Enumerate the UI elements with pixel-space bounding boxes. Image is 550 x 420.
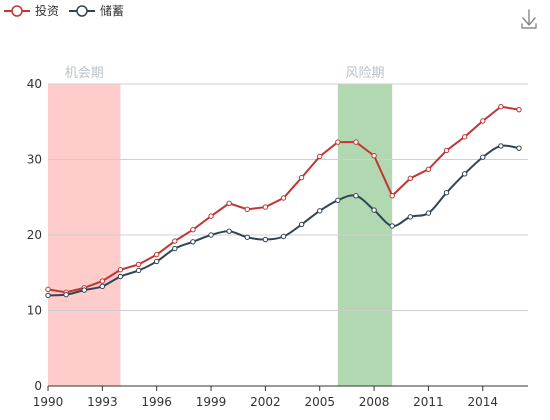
legend-marker-icon: [76, 5, 88, 17]
data-point[interactable]: [480, 118, 486, 124]
legend-label: 投资: [35, 3, 59, 18]
data-point[interactable]: [117, 273, 124, 280]
y-tick-label: 10: [27, 304, 42, 318]
data-point[interactable]: [317, 153, 323, 160]
y-tick-label: 20: [27, 228, 42, 242]
x-tick-label: 2011: [413, 395, 444, 409]
data-point[interactable]: [425, 166, 432, 173]
data-point[interactable]: [516, 145, 522, 151]
data-point[interactable]: [371, 153, 377, 159]
y-tick-label: 40: [27, 77, 42, 91]
data-point[interactable]: [389, 193, 395, 199]
y-tick-label: 0: [34, 379, 42, 393]
data-point[interactable]: [190, 239, 196, 245]
data-point[interactable]: [480, 154, 486, 160]
x-tick-label: 1996: [141, 395, 172, 409]
data-point[interactable]: [153, 258, 160, 265]
x-tick-label: 1993: [87, 395, 118, 409]
data-point[interactable]: [371, 207, 377, 213]
legend-label: 储蓄: [100, 3, 124, 18]
gridlines: [48, 83, 528, 311]
legend-item-1[interactable]: 储蓄: [69, 3, 124, 18]
x-tick-label: 1990: [33, 395, 64, 409]
data-point[interactable]: [63, 291, 69, 298]
x-tick-label: 2005: [304, 395, 335, 409]
data-point[interactable]: [208, 232, 214, 238]
data-point[interactable]: [407, 175, 414, 182]
data-point[interactable]: [172, 238, 178, 244]
data-point[interactable]: [298, 221, 305, 228]
mark-area-label: 风险期: [346, 66, 385, 81]
data-point[interactable]: [244, 206, 250, 213]
x-tick-label: 2014: [467, 395, 498, 409]
data-point[interactable]: [99, 283, 106, 290]
data-point[interactable]: [407, 214, 414, 220]
data-point[interactable]: [172, 245, 178, 252]
mark-area-label: 机会期: [65, 66, 104, 81]
data-point[interactable]: [208, 213, 214, 219]
data-point[interactable]: [353, 193, 359, 199]
x-tick-label: 2002: [250, 395, 281, 409]
data-point[interactable]: [190, 227, 196, 233]
data-point[interactable]: [135, 267, 142, 274]
data-point[interactable]: [262, 204, 269, 210]
data-point[interactable]: [262, 236, 269, 243]
data-point[interactable]: [335, 197, 341, 203]
data-point[interactable]: [317, 208, 323, 214]
mark-areas: 机会期 风险期: [48, 66, 393, 386]
y-tick-label: 30: [27, 153, 42, 167]
series-layer: [45, 103, 522, 299]
data-point[interactable]: [443, 190, 450, 196]
data-point[interactable]: [443, 147, 450, 154]
axes: 0 10 20 30 40 1990 1993 1996 1999 2002 2005 2008 201…: [27, 77, 528, 409]
legend-item-0[interactable]: 投资: [4, 3, 59, 18]
data-point[interactable]: [425, 210, 432, 216]
data-point[interactable]: [498, 103, 504, 110]
x-tick-label: 2008: [359, 395, 390, 409]
data-point[interactable]: [461, 171, 468, 177]
data-point[interactable]: [153, 251, 160, 258]
data-point[interactable]: [389, 223, 395, 229]
data-point[interactable]: [226, 228, 232, 234]
data-point[interactable]: [81, 287, 87, 293]
data-point[interactable]: [298, 174, 305, 181]
data-point[interactable]: [461, 134, 468, 140]
data-point[interactable]: [353, 139, 359, 145]
data-point[interactable]: [280, 233, 287, 240]
data-point[interactable]: [45, 286, 51, 293]
legend-marker-icon: [11, 5, 23, 17]
legend[interactable]: 投资 储蓄: [4, 3, 124, 18]
data-point[interactable]: [516, 106, 522, 113]
data-point[interactable]: [99, 278, 106, 284]
data-point[interactable]: [280, 195, 287, 201]
data-point[interactable]: [117, 267, 124, 273]
data-point[interactable]: [135, 261, 142, 268]
data-point[interactable]: [45, 292, 51, 299]
download-icon[interactable]: [521, 9, 537, 29]
data-point[interactable]: [335, 139, 341, 145]
x-tick-label: 1999: [196, 395, 227, 409]
data-point[interactable]: [226, 200, 232, 206]
data-point[interactable]: [244, 234, 250, 240]
data-point[interactable]: [498, 143, 504, 149]
